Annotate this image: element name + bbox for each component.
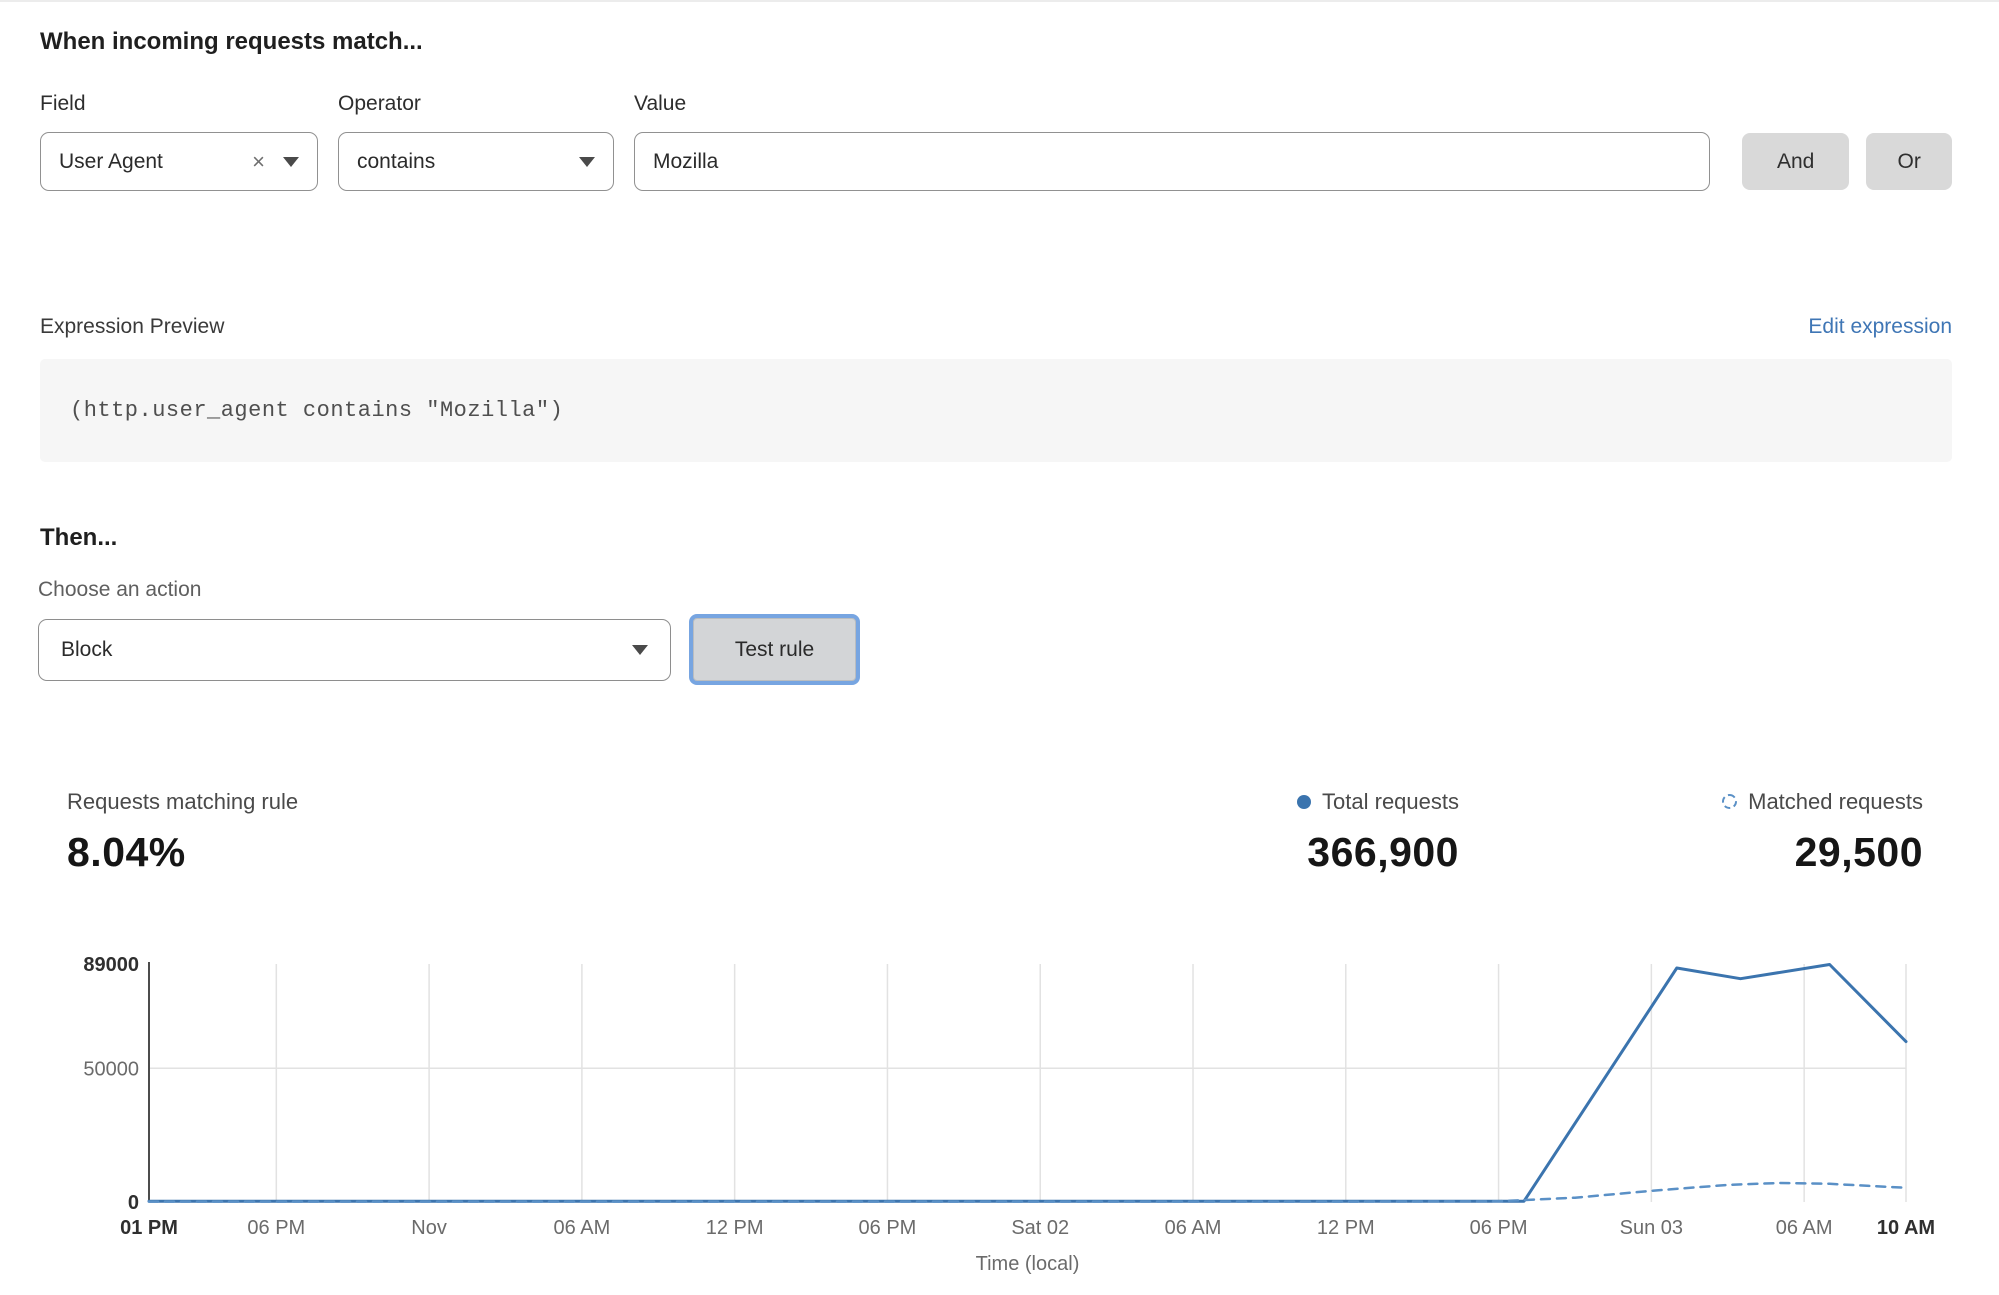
- svg-text:Sun 03: Sun 03: [1620, 1217, 1683, 1239]
- svg-text:Sat 02: Sat 02: [1011, 1217, 1069, 1239]
- caret-down-icon: [579, 156, 595, 167]
- matching-rule-value: 8.04%: [67, 829, 186, 875]
- svg-text:06 AM: 06 AM: [1776, 1217, 1833, 1239]
- svg-text:06 PM: 06 PM: [1470, 1217, 1528, 1239]
- field-selected-value: User Agent: [59, 149, 163, 173]
- svg-text:50000: 50000: [83, 1058, 139, 1080]
- operator-select[interactable]: contains: [338, 132, 614, 191]
- svg-text:10 AM: 10 AM: [1877, 1217, 1935, 1239]
- caret-down-icon: [283, 156, 299, 167]
- solid-dot-icon: [1297, 794, 1312, 809]
- value-group: Value: [634, 92, 1710, 191]
- or-button[interactable]: Or: [1866, 133, 1952, 190]
- value-label: Value: [634, 92, 687, 115]
- matched-requests-value: 29,500: [1794, 829, 1923, 875]
- edit-expression-link[interactable]: Edit expression: [1808, 315, 1952, 338]
- expression-code: (http.user_agent contains "Mozilla"): [70, 398, 564, 423]
- action-selected-value: Block: [61, 637, 113, 661]
- expression-header-row: Expression Preview Edit expression: [40, 315, 1952, 339]
- svg-text:12 PM: 12 PM: [1317, 1217, 1375, 1239]
- operator-label: Operator: [338, 92, 421, 115]
- action-select[interactable]: Block: [38, 618, 671, 681]
- svg-text:Nov: Nov: [411, 1217, 447, 1239]
- caret-down-icon: [632, 644, 648, 655]
- test-rule-button[interactable]: Test rule: [693, 618, 856, 681]
- requests-chart: 0 50000 89000 01 PM 06 PM Nov 06 AM 12 PM 06 PM S…: [0, 942, 1999, 1295]
- matched-requests-label: Matched requests: [1748, 788, 1923, 814]
- operator-group: Operator contains: [338, 92, 614, 191]
- svg-text:12 PM: 12 PM: [706, 1217, 764, 1239]
- svg-text:01 PM: 01 PM: [120, 1217, 178, 1239]
- requests-chart-svg: 0 50000 89000 01 PM 06 PM Nov 06 AM 12 PM 06 PM S…: [83, 954, 1935, 1275]
- value-input[interactable]: [634, 132, 1710, 191]
- and-button[interactable]: And: [1742, 133, 1850, 190]
- svg-text:Time (local): Time (local): [976, 1253, 1080, 1275]
- choose-action-label: Choose an action: [38, 578, 202, 601]
- total-requests-stat: Total requests 366,900: [1297, 788, 1459, 876]
- dashed-circle-icon: [1722, 794, 1738, 809]
- expression-code-box: (http.user_agent contains "Mozilla"): [40, 359, 1952, 462]
- field-select[interactable]: User Agent ×: [40, 132, 318, 191]
- svg-text:0: 0: [128, 1192, 139, 1214]
- matching-rule-label: Requests matching rule: [67, 788, 299, 814]
- field-label: Field: [40, 92, 86, 115]
- svg-text:06 PM: 06 PM: [247, 1217, 305, 1239]
- svg-text:06 AM: 06 AM: [554, 1217, 611, 1239]
- stats-row: Requests matching rule 8.04% Total reque…: [67, 788, 1923, 876]
- rule-controls-row: Field User Agent × Operator contains Val…: [40, 92, 1952, 191]
- then-section-title: Then...: [40, 524, 118, 551]
- total-requests-legend: Total requests: [1297, 788, 1459, 815]
- total-requests-label: Total requests: [1322, 788, 1459, 814]
- clear-x-icon[interactable]: ×: [252, 148, 265, 174]
- expression-preview-label: Expression Preview: [40, 315, 225, 338]
- match-section-title: When incoming requests match...: [40, 28, 423, 55]
- field-group: Field User Agent ×: [40, 92, 318, 191]
- matching-rule-stat: Requests matching rule 8.04%: [67, 788, 298, 876]
- matched-requests-legend: Matched requests: [1722, 788, 1923, 815]
- operator-selected-value: contains: [357, 149, 436, 173]
- svg-text:06 PM: 06 PM: [859, 1217, 917, 1239]
- svg-text:06 AM: 06 AM: [1165, 1217, 1222, 1239]
- action-row: Block Test rule: [38, 618, 1999, 681]
- matched-requests-stat: Matched requests 29,500: [1673, 788, 1923, 876]
- svg-text:89000: 89000: [83, 954, 139, 976]
- total-requests-value: 366,900: [1307, 829, 1459, 875]
